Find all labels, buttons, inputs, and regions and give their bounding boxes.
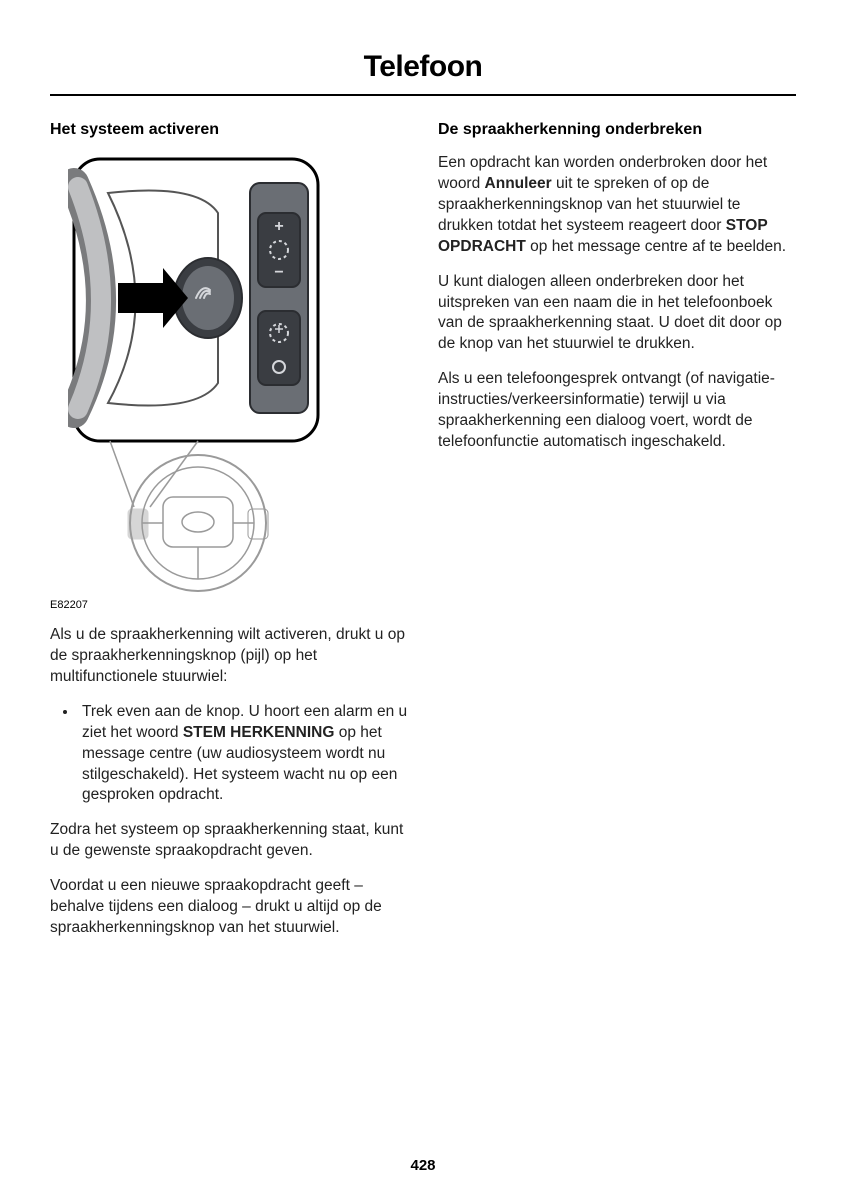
left-p1: Als u de spraakherkenning wilt activeren… xyxy=(50,625,408,688)
svg-text:−: − xyxy=(274,264,283,281)
right-heading: De spraakherkenning onderbreken xyxy=(438,121,796,139)
left-column: Het systeem activeren xyxy=(50,121,408,953)
figure-caption: E82207 xyxy=(50,599,408,611)
left-bullet-list: Trek even aan de knop. U hoort een alarm… xyxy=(78,702,408,807)
left-bullet-1: Trek even aan de knop. U hoort een alarm… xyxy=(78,702,408,807)
right-p2: U kunt dialogen alleen onderbreken door … xyxy=(438,272,796,356)
title-rule xyxy=(50,94,796,96)
left-heading: Het systeem activeren xyxy=(50,121,408,139)
right-p3: Als u een telefoongesprek ontvangt (of n… xyxy=(438,369,796,453)
page-number: 428 xyxy=(0,1157,846,1174)
left-p2: Zodra het systeem op spraakherkenning st… xyxy=(50,820,408,862)
content-columns: Het systeem activeren xyxy=(50,121,796,953)
left-p3: Voordat u een nieuwe spraakopdracht geef… xyxy=(50,876,408,939)
p1-bold1: Annuleer xyxy=(485,175,552,192)
steering-wheel-figure: + − xyxy=(68,153,408,593)
right-column: De spraakherkenning onderbreken Een opdr… xyxy=(438,121,796,953)
right-p1: Een opdracht kan worden onderbroken door… xyxy=(438,153,796,258)
page-title: Telefoon xyxy=(50,50,796,94)
p1-d: op het message centre af te beelden. xyxy=(526,238,786,255)
bullet-bold: STEM HERKENNING xyxy=(183,724,335,741)
svg-text:+: + xyxy=(274,218,283,235)
steering-wheel-illustration: + − xyxy=(68,153,368,593)
